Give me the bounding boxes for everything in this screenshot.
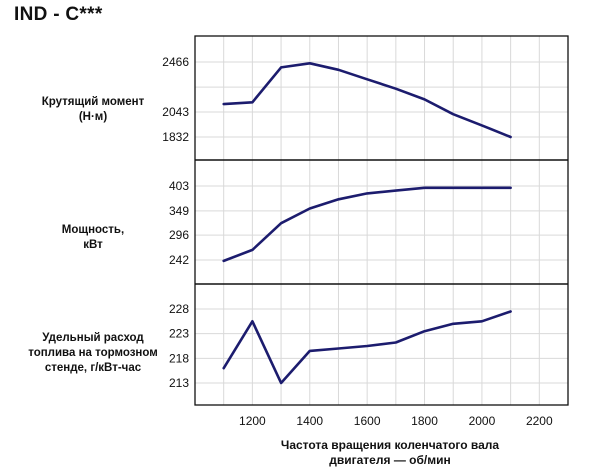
plot-frame — [194, 35, 569, 406]
x-tick-label: 2200 — [526, 414, 553, 428]
y-tick-label: 242 — [169, 253, 189, 267]
x-tick-label: 1600 — [354, 414, 381, 428]
y-tick-label: 2043 — [162, 105, 189, 119]
y-tick-label: 228 — [169, 302, 189, 316]
y-tick-label: 349 — [169, 204, 189, 218]
x-tick-label: 2000 — [469, 414, 496, 428]
y-tick-label: 2466 — [162, 55, 189, 69]
x-tick-label: 1200 — [239, 414, 266, 428]
torque-label-line-1: Крутящий момент — [41, 96, 145, 108]
fuel-label-line-1: Удельный расход — [42, 332, 144, 344]
x-tick-label: 1400 — [296, 414, 323, 428]
y-tick-label: 403 — [169, 179, 189, 193]
x-axis-label-line-1: Частота вращения коленчатого вала — [280, 438, 500, 452]
y-tick-label: 296 — [169, 228, 189, 242]
x-axis-label: Частота вращения коленчатого вала двигат… — [235, 438, 545, 468]
chart-title: IND - C*** — [14, 4, 103, 25]
y-tick-label: 218 — [169, 351, 189, 365]
torque-axis-label: Крутящий момент (Н·м) — [0, 95, 186, 125]
y-tick-label: 1832 — [162, 130, 189, 144]
power-label-line-2: кВт — [83, 239, 103, 251]
y-tick-label: 213 — [169, 376, 189, 390]
series-line-1 — [222, 61, 512, 139]
fuel-label-line-3: стенде, г/кВт-час — [44, 362, 142, 374]
x-axis-label-line-2: двигателя — об/мин — [329, 453, 451, 467]
torque-label-line-2: (Н·м) — [78, 111, 108, 123]
fuel-label-line-2: топлива на тормозном — [28, 347, 158, 359]
x-tick-label: 1800 — [411, 414, 438, 428]
power-axis-label: Мощность, кВт — [0, 223, 186, 253]
series-line-3 — [222, 310, 512, 385]
y-tick-label: 223 — [169, 327, 189, 341]
series-line-2 — [222, 186, 512, 263]
power-label-line-1: Мощность, — [61, 224, 125, 236]
fuel-consumption-axis-label: Удельный расход топлива на тормозном сте… — [0, 331, 186, 376]
